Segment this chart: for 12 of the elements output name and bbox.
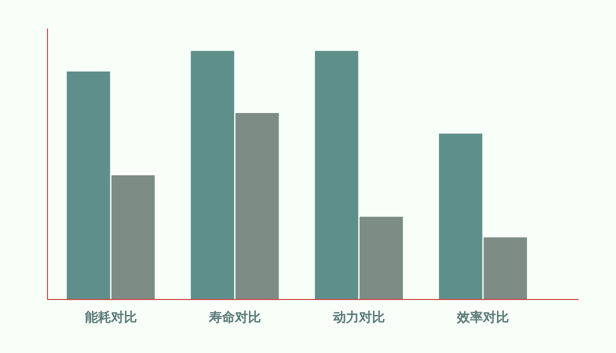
bar [314,50,358,300]
x-tick-label: 效率对比 [456,310,509,326]
x-tick-label: 能耗对比 [84,310,137,326]
bar [360,216,403,300]
x-tick-label: 动力对比 [332,310,385,326]
bar [236,113,279,300]
bar [190,50,234,300]
bar [111,175,155,300]
bar [438,134,482,300]
bar [484,237,527,300]
bar [66,72,110,300]
x-tick-label: 寿命对比 [208,310,261,326]
